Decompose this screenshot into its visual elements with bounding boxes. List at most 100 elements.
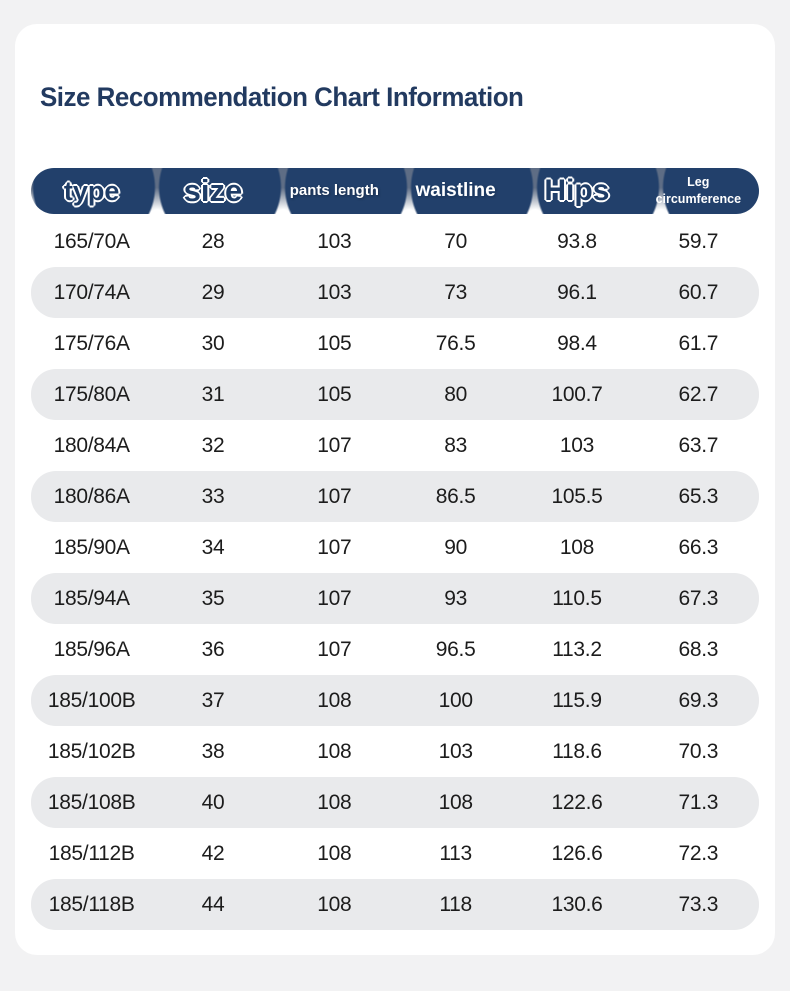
table-row: 180/86A 33 107 86.5 105.5 65.3 xyxy=(31,471,759,522)
table-cell: 62.7 xyxy=(678,382,719,406)
table-row: 185/96A 36 107 96.5 113.2 68.3 xyxy=(31,624,759,675)
table-cell: 105.5 xyxy=(551,484,603,508)
table-cell: 175/76A xyxy=(53,331,130,355)
table-cell: 80 xyxy=(444,382,468,406)
table-row: 185/118B 44 108 118 130.6 73.3 xyxy=(31,879,759,930)
table-row: 175/76A 30 105 76.5 98.4 61.7 xyxy=(31,318,759,369)
table-cell: 86.5 xyxy=(435,484,476,508)
table-cell: 180/84A xyxy=(53,433,130,457)
table-row: 170/74A 29 103 73 96.1 60.7 xyxy=(31,267,759,318)
table-cell: 29 xyxy=(201,280,225,304)
column-header-hips: Hips xyxy=(516,174,637,208)
table-row: 165/70A 28 103 70 93.8 59.7 xyxy=(31,216,759,267)
table-cell: 108 xyxy=(438,790,473,814)
table-cell: 185/108B xyxy=(47,790,136,814)
column-header-size: size xyxy=(152,173,273,209)
column-header-type: type xyxy=(31,176,152,207)
table-cell: 38 xyxy=(201,739,225,763)
table-cell: 70 xyxy=(444,229,468,253)
table-cell: 126.6 xyxy=(551,841,603,865)
table-cell: 113.2 xyxy=(552,637,602,661)
column-header-pants-length-label: pants length xyxy=(289,182,379,199)
table-cell: 30 xyxy=(201,331,225,355)
table-cell: 185/94A xyxy=(53,586,130,610)
column-header-leg-circumference-label: Leg circumference xyxy=(655,175,742,206)
table-cell: 107 xyxy=(317,637,352,661)
table-cell: 103 xyxy=(317,229,352,253)
table-cell: 185/112B xyxy=(48,841,135,865)
table-row: 175/80A 31 105 80 100.7 62.7 xyxy=(31,369,759,420)
table-cell: 68.3 xyxy=(678,637,719,661)
column-header-waistline: waistline xyxy=(395,180,516,202)
table-cell: 130.6 xyxy=(551,892,603,916)
table-cell: 96.5 xyxy=(435,637,476,661)
table-cell: 90 xyxy=(444,535,468,559)
table-cell: 185/90A xyxy=(53,535,130,559)
table-cell: 115.9 xyxy=(552,688,602,712)
table-cell: 61.7 xyxy=(678,331,719,355)
table-row: 180/84A 32 107 83 103 63.7 xyxy=(31,420,759,471)
table-cell: 70.3 xyxy=(678,739,719,763)
table-cell: 71.3 xyxy=(678,790,719,814)
table-cell: 108 xyxy=(317,790,352,814)
table-cell: 73.3 xyxy=(678,892,719,916)
table-cell: 185/100B xyxy=(47,688,136,712)
table-cell: 107 xyxy=(317,586,352,610)
table-cell: 108 xyxy=(317,892,352,916)
column-header-type-label: type xyxy=(63,175,120,206)
table-cell: 170/74A xyxy=(53,280,130,304)
table-cell: 28 xyxy=(201,229,225,253)
table-cell: 83 xyxy=(444,433,468,457)
table-cell: 40 xyxy=(201,790,225,814)
table-cell: 36 xyxy=(201,637,225,661)
column-header-waistline-label: waistline xyxy=(415,180,496,201)
table-cell: 108 xyxy=(317,841,352,865)
table-cell: 105 xyxy=(317,382,352,406)
table-cell: 67.3 xyxy=(678,586,719,610)
table-cell: 180/86A xyxy=(53,484,130,508)
table-cell: 93 xyxy=(444,586,468,610)
table-row: 185/112B 42 108 113 126.6 72.3 xyxy=(31,828,759,879)
table-cell: 72.3 xyxy=(678,841,719,865)
column-header-size-label: size xyxy=(183,173,243,208)
column-header-hips-label: Hips xyxy=(544,174,610,207)
table-cell: 60.7 xyxy=(678,280,719,304)
table-cell: 108 xyxy=(559,535,595,559)
table-header: type size pants length waistline Hips Le… xyxy=(31,168,759,214)
table-cell: 34 xyxy=(201,535,225,559)
table-cell: 96.1 xyxy=(557,280,597,304)
table-cell: 98.4 xyxy=(557,331,597,355)
table-cell: 63.7 xyxy=(678,433,719,457)
table-row: 185/102B 38 108 103 118.6 70.3 xyxy=(31,726,759,777)
table-cell: 103 xyxy=(438,739,473,763)
table-cell: 185/118B xyxy=(48,892,135,916)
table-cell: 103 xyxy=(559,433,595,457)
table-cell: 33 xyxy=(201,484,225,508)
table-cell: 32 xyxy=(201,433,225,457)
table-cell: 93.8 xyxy=(557,229,597,253)
table-cell: 65.3 xyxy=(678,484,719,508)
table-cell: 31 xyxy=(201,382,225,406)
table-cell: 122.6 xyxy=(551,790,603,814)
table-cell: 118.6 xyxy=(552,739,602,763)
table-cell: 118 xyxy=(439,892,472,916)
column-header-pants-length: pants length xyxy=(274,182,395,200)
table-cell: 107 xyxy=(317,535,352,559)
table-cell: 66.3 xyxy=(678,535,719,559)
table-cell: 110.5 xyxy=(552,586,602,610)
table-row: 185/108B 40 108 108 122.6 71.3 xyxy=(31,777,759,828)
table-cell: 108 xyxy=(317,739,352,763)
table-body: 165/70A 28 103 70 93.8 59.7 170/74A 29 103 73 96.1… xyxy=(31,216,759,930)
table-cell: 100 xyxy=(438,688,473,712)
table-cell: 107 xyxy=(317,484,352,508)
table-cell: 108 xyxy=(317,688,352,712)
table-row: 185/94A 35 107 93 110.5 67.3 xyxy=(31,573,759,624)
table-cell: 107 xyxy=(317,433,352,457)
table-cell: 44 xyxy=(201,892,225,916)
table-cell: 175/80A xyxy=(53,382,130,406)
column-header-leg-circumference: Leg circumference xyxy=(638,174,759,208)
table-cell: 113 xyxy=(439,841,472,865)
table-cell: 35 xyxy=(201,586,225,610)
table-cell: 185/102B xyxy=(47,739,136,763)
